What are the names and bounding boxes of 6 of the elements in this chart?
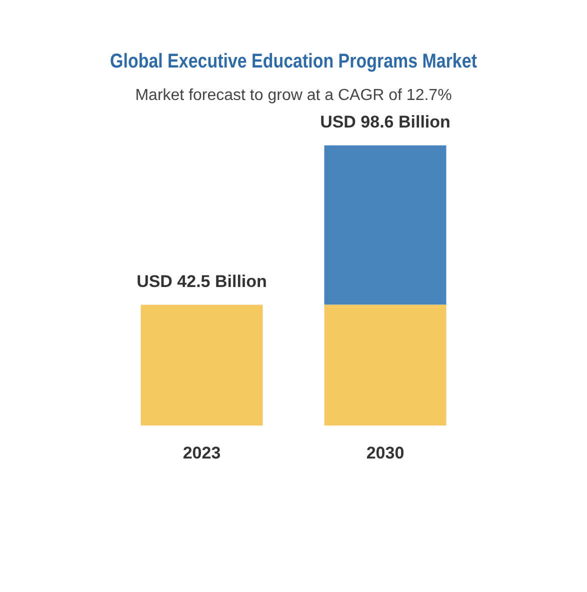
chart-subtitle: Market forecast to grow at a CAGR of 12.7%: [135, 87, 452, 104]
chart-title: Global Executive Education Programs Market: [110, 49, 477, 72]
x-tick-label: 2030: [366, 443, 404, 462]
x-tick-label: 2023: [182, 443, 221, 462]
total-label: USD 42.5 Billion: [136, 272, 267, 291]
total-label: USD 98.6 Billion: [320, 112, 450, 132]
